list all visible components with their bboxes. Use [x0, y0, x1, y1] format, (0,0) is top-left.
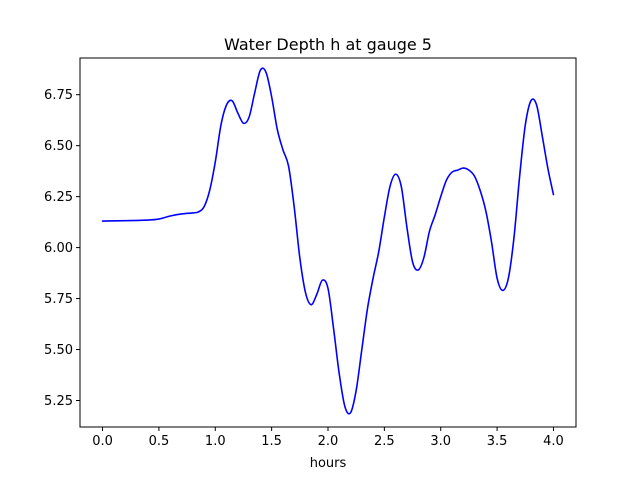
- y-tick-label: 5.75: [44, 292, 73, 307]
- y-axis: 5.25 5.50 5.75 6.00 6.25 6.50 6.75: [44, 88, 80, 409]
- y-tick-label: 6.50: [44, 139, 73, 154]
- x-tick-label: 0.5: [149, 434, 170, 449]
- y-tick-label: 6.00: [44, 241, 73, 256]
- series-line-0: [101, 67, 555, 415]
- x-axis-label: hours: [310, 456, 347, 471]
- x-tick-label: 1.5: [261, 434, 282, 449]
- x-tick-label: 3.5: [487, 434, 508, 449]
- y-tick-label: 5.50: [44, 343, 73, 358]
- x-tick-label: 2.5: [374, 434, 395, 449]
- y-tick-label: 6.25: [44, 190, 73, 205]
- x-tick-label: 1.0: [205, 434, 226, 449]
- x-tick-label: 2.0: [318, 434, 339, 449]
- chart-title: Water Depth h at gauge 5: [224, 35, 432, 54]
- x-tick-label: 0.0: [92, 434, 113, 449]
- y-tick-label: 6.75: [44, 88, 73, 103]
- series-layer: [101, 67, 555, 415]
- x-tick-label: 4.0: [543, 434, 564, 449]
- x-tick-label: 3.0: [430, 434, 451, 449]
- x-axis: 0.0 0.5 1.0 1.5 2.0 2.5 3.0 3.5 4.0: [92, 427, 564, 449]
- y-tick-label: 5.25: [44, 394, 73, 409]
- plot-area: [79, 57, 577, 428]
